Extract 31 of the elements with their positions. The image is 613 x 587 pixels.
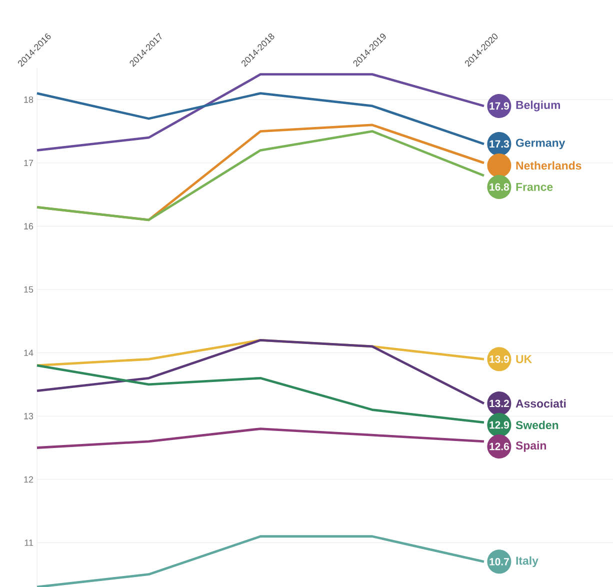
- y-tick-label: 17: [24, 160, 34, 166]
- data-label: 17.9: [490, 102, 509, 110]
- data-label: 17.3: [490, 140, 509, 148]
- line-series: [36, 535, 486, 587]
- legend-label: Germany: [516, 138, 566, 150]
- y-tick-label: 13: [24, 412, 34, 420]
- legend-label: Associati: [516, 399, 566, 408]
- legend-label: Italy: [516, 556, 538, 568]
- data-label: 16.8: [490, 183, 510, 191]
- line-series: [36, 92, 486, 146]
- line-series: [36, 428, 486, 449]
- legend-label: Spain: [516, 441, 546, 452]
- legend-label: Netherlands: [516, 161, 582, 170]
- line-series: [36, 338, 486, 405]
- data-label: 13.2: [490, 400, 509, 408]
- data-label: 10.7: [490, 558, 509, 566]
- y-tick-label: 11: [24, 540, 34, 546]
- data-label: 12.6: [490, 442, 509, 450]
- legend-label: Sweden: [516, 420, 558, 430]
- y-tick-label: 14: [24, 350, 34, 356]
- line-series: [36, 73, 486, 152]
- legend-label: Belgium: [516, 100, 560, 112]
- legend-label: France: [516, 182, 553, 191]
- legend-label: UK: [516, 355, 532, 364]
- y-tick-label: 12: [24, 476, 34, 483]
- y-tick-label: 15: [24, 286, 34, 293]
- line-series: [36, 364, 486, 424]
- y-tick-label: 18: [24, 96, 34, 103]
- data-label: 13.9: [490, 355, 509, 363]
- data-label: 12.9: [490, 421, 509, 429]
- y-tick-label: 16: [24, 223, 34, 230]
